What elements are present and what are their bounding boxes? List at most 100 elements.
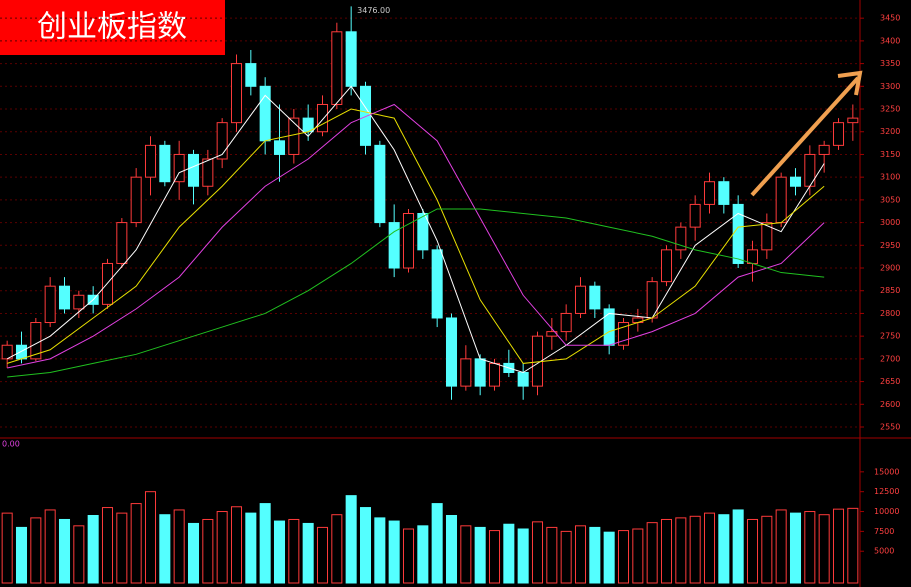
volume-bar [273, 520, 286, 584]
volume-bar [589, 526, 601, 584]
y-tick-label: 5000 [874, 547, 894, 556]
volume-bar [847, 507, 859, 584]
candle-body [460, 358, 472, 387]
moving-average-line [7, 103, 825, 369]
y-tick-label: 2700 [880, 354, 900, 363]
volume-bar [30, 517, 42, 584]
volume-bar [775, 509, 787, 584]
volume-bar [718, 514, 730, 584]
y-tick-label: 3300 [880, 82, 900, 91]
candle-body [187, 153, 200, 187]
candle-body [216, 122, 228, 160]
candle-body [675, 226, 687, 251]
y-tick-label: 3000 [880, 218, 900, 227]
volume-bar [703, 512, 716, 584]
volume-bar [388, 520, 400, 584]
volume-header: 0.00 [2, 440, 20, 449]
volume-bar [259, 503, 271, 584]
volume-bar [202, 518, 214, 584]
candle-body [345, 31, 357, 87]
volume-bar [1, 512, 13, 584]
candle-body [273, 140, 286, 155]
volume-bar [130, 503, 142, 584]
y-tick-label: 2800 [880, 309, 900, 318]
candle-body [44, 285, 56, 324]
volume-bar [431, 503, 443, 584]
y-tick-label: 3400 [880, 36, 900, 45]
volume-bar [44, 509, 56, 584]
y-tick-label: 2850 [880, 286, 900, 295]
candle-body [574, 285, 587, 314]
volume-bar [159, 514, 171, 584]
candle-body [617, 322, 630, 346]
volume-bar [15, 526, 28, 584]
candle-body [245, 63, 257, 87]
candle-body [603, 308, 615, 346]
volume-bar [646, 522, 658, 584]
volume-bar [517, 528, 529, 584]
y-tick-label: 7500 [874, 527, 894, 536]
volume-bar [374, 517, 386, 584]
candle-body [316, 103, 329, 133]
volume-bar [316, 526, 329, 584]
y-tick-label: 15000 [874, 467, 899, 476]
chart-title: 创业板指数 [37, 10, 187, 45]
candle-body [202, 158, 214, 187]
volume-bar [445, 515, 458, 584]
volume-bar [603, 531, 615, 584]
candle-body [402, 213, 415, 269]
candle-body [73, 294, 85, 310]
candle-body [374, 144, 386, 224]
candle-body [589, 285, 601, 310]
candle-body [789, 176, 802, 187]
volume-bar [302, 522, 314, 584]
y-tick-label: 2600 [880, 400, 900, 409]
volume-bar [632, 528, 644, 584]
trend-arrow [750, 76, 860, 197]
volume-bar [460, 525, 472, 584]
y-tick-label: 3100 [880, 173, 900, 182]
moving-average-line [6, 85, 825, 374]
volume-bar [531, 521, 544, 584]
y-tick-label: 3250 [880, 105, 900, 114]
volume-bar [245, 512, 257, 584]
volume-bar [617, 530, 630, 584]
volume-bar [230, 506, 243, 584]
y-tick-label: 12500 [874, 487, 899, 496]
candle-body [517, 371, 529, 387]
volume-bar [660, 518, 673, 584]
moving-average-line [7, 208, 825, 378]
candle-body [488, 362, 501, 387]
candle-body [173, 153, 185, 183]
y-tick-label: 10000 [874, 507, 899, 516]
volume-bar [689, 515, 701, 584]
volume-bar [359, 507, 372, 584]
candle-body [560, 312, 572, 333]
volume-bar [187, 522, 200, 584]
y-tick-label: 2650 [880, 377, 900, 386]
volume-bar [87, 515, 99, 584]
volume-bar [503, 523, 515, 584]
volume-bar [345, 495, 357, 584]
candle-body [775, 176, 787, 224]
volume-bar [818, 514, 830, 584]
candle-body [847, 117, 859, 124]
candle-body [159, 144, 171, 183]
candle-body [359, 85, 372, 146]
volume-bar [546, 526, 558, 584]
candle-body [331, 31, 343, 105]
candle-body [761, 222, 773, 251]
candle-body [58, 285, 71, 310]
volume-bar [789, 512, 802, 584]
candle-body [144, 144, 157, 178]
candle-body [660, 249, 673, 283]
volume-bar [417, 525, 429, 584]
volume-bar [732, 509, 744, 584]
title-box [0, 0, 225, 55]
candle-body [818, 144, 830, 155]
candle-body [703, 181, 716, 205]
volume-bar [488, 530, 501, 584]
candle-body [474, 358, 486, 387]
